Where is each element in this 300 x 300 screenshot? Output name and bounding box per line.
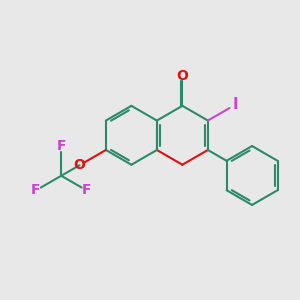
Text: O: O xyxy=(176,68,188,83)
Text: F: F xyxy=(31,184,40,197)
Text: F: F xyxy=(82,184,92,197)
Text: F: F xyxy=(56,139,66,153)
Text: O: O xyxy=(74,158,85,172)
Text: I: I xyxy=(232,97,238,112)
